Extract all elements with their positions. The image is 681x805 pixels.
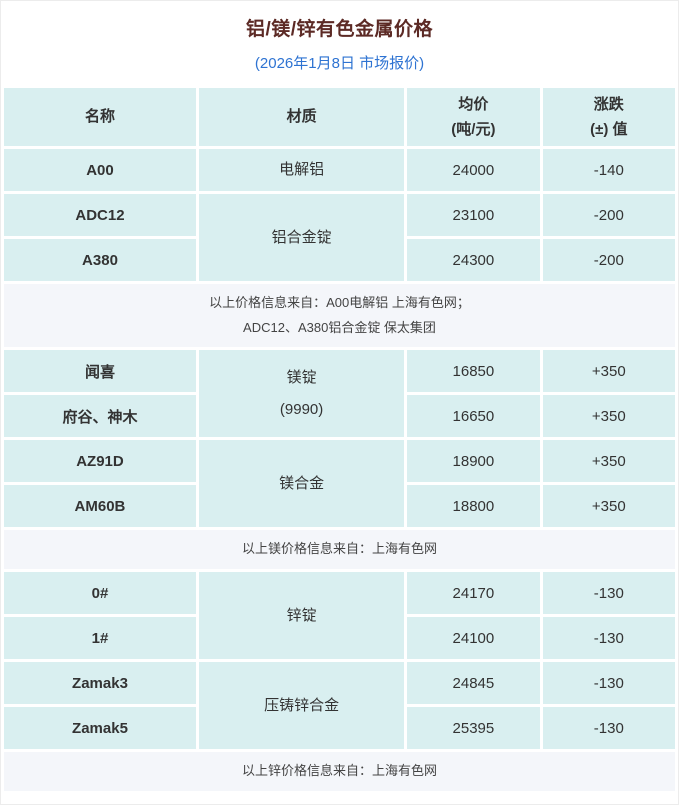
change-cell: -130: [542, 707, 675, 750]
price-cell: 25395: [407, 707, 540, 750]
aluminum-source-note: 以上价格信息来自：A00电解铝 上海有色网； ADC12、A380铝合金锭 保太…: [4, 284, 675, 348]
col-header-price-line1: 均价: [458, 95, 489, 113]
change-cell: -130: [542, 662, 675, 705]
price-table: 名称 材质 均价 (吨/元) 涨跌 (±) 值 A00 电解铝 24000 -1…: [1, 85, 678, 794]
name-cell: AM60B: [4, 485, 196, 528]
table-row-az91d: AZ91D 镁合金 18900 +350: [4, 440, 675, 528]
name-cell: Zamak3: [4, 662, 196, 705]
material-cell: 锌锭: [198, 572, 405, 660]
price-cell: 24000: [407, 149, 540, 191]
col-header-price: 均价 (吨/元): [407, 88, 540, 146]
col-header-change: 涨跌 (±) 值: [542, 88, 675, 146]
material-grade-label: (9990): [279, 400, 324, 418]
name-cell: ADC12: [4, 194, 196, 236]
table-header-row: 名称 材质 均价 (吨/元) 涨跌 (±) 值: [4, 88, 675, 146]
name-cell: AZ91D: [4, 440, 196, 483]
price-cell: 18900: [407, 440, 540, 483]
change-cell: -130: [542, 572, 675, 615]
material-cell: 电解铝: [198, 149, 405, 191]
price-cell: 24845: [407, 662, 540, 705]
table-row-a00: A00 电解铝 24000 -140: [4, 149, 675, 191]
name-cell: A00: [4, 149, 196, 191]
name-cell: 1#: [4, 617, 196, 660]
note-line: 以上锌价格信息来自：上海有色网: [241, 763, 437, 779]
magnesium-source-note: 以上镁价格信息来自：上海有色网: [4, 530, 675, 570]
page-title: 铝/镁/锌有色金属价格: [245, 19, 434, 40]
change-cell: -200: [542, 194, 675, 236]
change-cell: +350: [542, 350, 675, 393]
note-line: 以上镁价格信息来自：上海有色网: [241, 541, 437, 557]
note-line: ADC12、A380铝合金锭 保太集团: [243, 319, 436, 335]
table-row-adc12: ADC12 铝合金锭 23100 -200: [4, 194, 675, 281]
name-cell: 0#: [4, 572, 196, 615]
table-row-zamak3: Zamak3 压铸锌合金 24845 -130: [4, 662, 675, 750]
price-cell: 24300: [407, 239, 540, 281]
table-row-fugu-shenmu: 府谷、神木 16650 +350: [4, 395, 675, 438]
price-cell: 23100: [407, 194, 540, 236]
name-cell: A380: [4, 239, 196, 281]
name-cell: 府谷、神木: [4, 395, 196, 438]
price-cell: 24100: [407, 617, 540, 660]
material-cell: 铝合金锭: [198, 194, 405, 281]
material-label: 镁锭: [286, 368, 317, 386]
col-header-price-line2: (吨/元): [451, 121, 496, 138]
note-line: 以上价格信息来自：A00电解铝 上海有色网；: [209, 295, 470, 310]
change-cell: +350: [542, 485, 675, 528]
price-cell: 18800: [407, 485, 540, 528]
col-header-change-line2: (±) 值: [590, 121, 628, 138]
change-cell: +350: [542, 440, 675, 483]
table-row-am60b: AM60B 18800 +350: [4, 485, 675, 528]
change-cell: -200: [542, 239, 675, 281]
table-row-0hash: 0# 锌锭 24170 -130: [4, 572, 675, 660]
price-cell: 24170: [407, 572, 540, 615]
name-cell: Zamak5: [4, 707, 196, 750]
material-cell: 压铸锌合金: [198, 662, 405, 750]
zinc-source-note: 以上锌价格信息来自：上海有色网: [4, 752, 675, 791]
material-cell: 镁锭 (9990): [198, 350, 405, 438]
table-row-zamak5: Zamak5 25395 -130: [4, 707, 675, 750]
change-cell: +350: [542, 395, 675, 438]
title-block: 铝/镁/锌有色金属价格 (2026年1月8日 市场报价): [1, 1, 678, 85]
change-cell: -130: [542, 617, 675, 660]
table-row-a380: A380 24300 -200: [4, 239, 675, 281]
table-row-wenxi: 闻喜 镁锭 (9990) 16850 +350: [4, 350, 675, 438]
change-cell: -140: [542, 149, 675, 191]
page-subtitle: (2026年1月8日 市场报价): [254, 55, 425, 72]
table-row-1hash: 1# 24100 -130: [4, 617, 675, 660]
col-header-name: 名称: [4, 88, 196, 146]
col-header-material: 材质: [198, 88, 405, 146]
col-header-change-line1: 涨跌: [593, 95, 624, 113]
price-cell: 16850: [407, 350, 540, 393]
price-cell: 16650: [407, 395, 540, 438]
name-cell: 闻喜: [4, 350, 196, 393]
material-cell: 镁合金: [198, 440, 405, 528]
